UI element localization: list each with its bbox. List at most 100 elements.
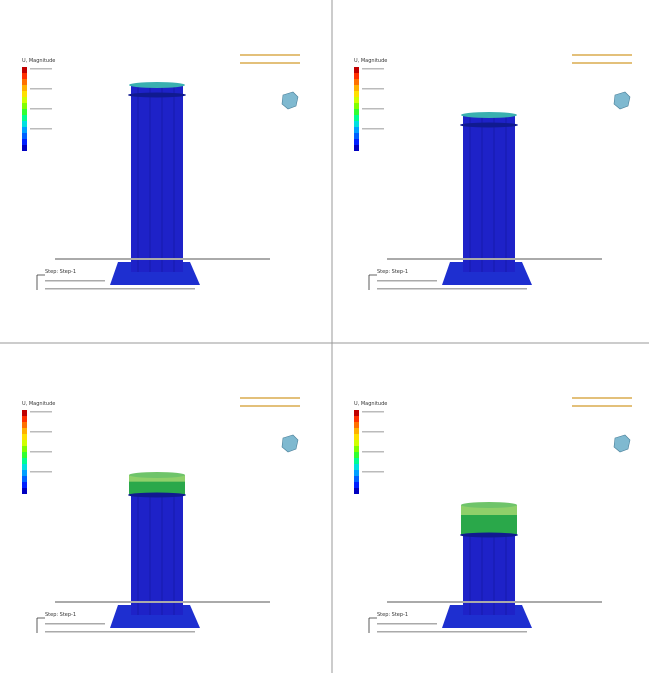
legend-swatch	[354, 121, 359, 127]
legend-swatch	[354, 446, 359, 452]
column-ring	[460, 123, 518, 128]
footer-placeholder	[45, 288, 195, 290]
view-triad	[614, 435, 630, 452]
legend-title: U, Magnitude	[22, 58, 55, 64]
legend-text-placeholder	[362, 471, 384, 473]
legend-swatch	[22, 115, 27, 121]
axis-triad	[369, 618, 377, 633]
legend-swatch	[354, 133, 359, 139]
legend-swatch	[354, 145, 359, 151]
viewport: U, Magnitude Step: Step-1	[354, 397, 632, 633]
legend-text-placeholder	[362, 108, 384, 110]
footer-placeholder	[387, 258, 602, 260]
legend-swatch	[22, 139, 27, 145]
legend-swatch	[354, 109, 359, 115]
legend-text-placeholder	[362, 411, 384, 413]
legend-text-placeholder	[30, 471, 52, 473]
view-triad	[282, 435, 298, 452]
status-placeholder	[572, 54, 632, 56]
viewport-grid: U, Magnitude Step: Step-1 U, Magnitude Step…	[0, 0, 649, 673]
legend-swatch	[22, 452, 27, 458]
legend-swatch	[354, 67, 359, 73]
legend-swatch	[22, 103, 27, 109]
footer-placeholder	[377, 623, 437, 625]
legend-swatch	[354, 115, 359, 121]
footer-placeholder	[377, 288, 527, 290]
legend-swatch	[354, 73, 359, 79]
legend-swatch	[22, 464, 27, 470]
legend-swatch	[354, 127, 359, 133]
legend-text-placeholder	[362, 88, 384, 90]
legend-text-placeholder	[362, 68, 384, 70]
legend-swatch	[22, 133, 27, 139]
legend-text-placeholder	[362, 128, 384, 130]
legend-text-placeholder	[30, 431, 52, 433]
axis-triad	[37, 275, 45, 290]
status-placeholder	[572, 62, 632, 64]
legend-swatch	[22, 410, 27, 416]
status-placeholder	[240, 397, 300, 399]
legend-swatch	[22, 109, 27, 115]
axis-triad	[369, 275, 377, 290]
legend-swatch	[354, 482, 359, 488]
legend-swatch	[22, 91, 27, 97]
column	[463, 115, 515, 272]
legend-swatch	[354, 428, 359, 434]
legend-title: U, Magnitude	[354, 401, 387, 407]
legend-swatch	[354, 85, 359, 91]
legend-swatch	[354, 103, 359, 109]
view-triad	[614, 92, 630, 109]
legend-swatch	[354, 476, 359, 482]
legend-swatch	[22, 422, 27, 428]
legend-swatch	[22, 145, 27, 151]
axis-triad	[37, 618, 45, 633]
footer-placeholder	[387, 601, 602, 603]
footer-placeholder	[377, 280, 437, 282]
legend-swatch	[22, 85, 27, 91]
legend-swatch	[354, 458, 359, 464]
legend-swatch	[22, 434, 27, 440]
column-top	[461, 112, 517, 118]
legend-swatch	[22, 458, 27, 464]
legend-swatch	[22, 446, 27, 452]
step-label: Step: Step-1	[377, 269, 408, 275]
legend-swatch	[354, 79, 359, 85]
status-placeholder	[240, 54, 300, 56]
legend-swatch	[22, 127, 27, 133]
status-placeholder	[240, 62, 300, 64]
legend-text-placeholder	[30, 128, 52, 130]
legend-text-placeholder	[362, 451, 384, 453]
legend-swatch	[354, 488, 359, 494]
legend-swatch	[22, 440, 27, 446]
footer-placeholder	[45, 623, 105, 625]
column	[131, 85, 183, 272]
legend-swatch	[22, 482, 27, 488]
legend-swatch	[354, 91, 359, 97]
legend-swatch	[22, 416, 27, 422]
legend-swatch	[354, 464, 359, 470]
legend-swatch	[22, 121, 27, 127]
legend-swatch	[22, 476, 27, 482]
legend-swatch	[22, 97, 27, 103]
legend-swatch	[22, 73, 27, 79]
legend-text-placeholder	[30, 108, 52, 110]
step-label: Step: Step-1	[377, 612, 408, 618]
column-ring	[128, 493, 186, 498]
column-top	[129, 82, 185, 88]
legend-swatch	[22, 470, 27, 476]
footer-placeholder	[55, 601, 270, 603]
status-placeholder	[240, 405, 300, 407]
legend-swatch	[354, 452, 359, 458]
legend-text-placeholder	[362, 431, 384, 433]
status-placeholder	[572, 397, 632, 399]
legend-text-placeholder	[30, 451, 52, 453]
legend-swatch	[354, 440, 359, 446]
footer-placeholder	[45, 631, 195, 633]
legend-text-placeholder	[30, 68, 52, 70]
column-top	[129, 472, 185, 478]
legend-swatch	[22, 67, 27, 73]
legend-swatch	[354, 416, 359, 422]
legend-swatch	[22, 488, 27, 494]
